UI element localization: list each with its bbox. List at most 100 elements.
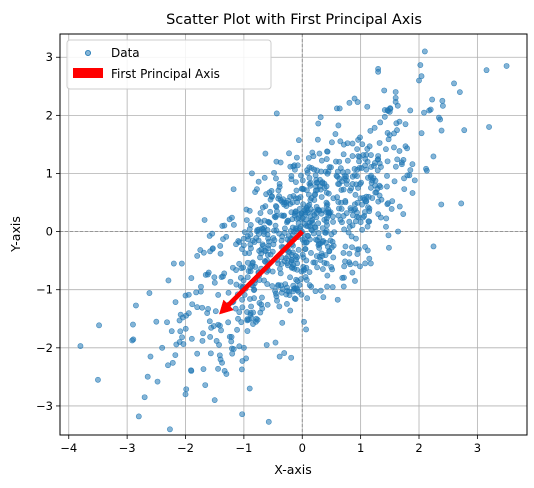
data-point (305, 202, 311, 209)
data-point (282, 225, 288, 232)
data-point (302, 246, 308, 252)
data-point (281, 350, 288, 356)
data-point (366, 255, 373, 262)
data-point (228, 338, 235, 345)
data-point (357, 219, 364, 226)
data-point (294, 254, 301, 261)
data-point (194, 304, 201, 311)
data-point (362, 244, 368, 250)
data-point (245, 236, 251, 243)
data-point (262, 150, 269, 157)
data-point (211, 397, 218, 404)
y-tick-label: −1 (36, 283, 53, 297)
data-point (266, 238, 272, 245)
y-tick-label: 2 (46, 108, 53, 122)
data-point (355, 136, 362, 143)
data-point (418, 130, 425, 137)
data-point (179, 334, 185, 341)
data-point (396, 148, 403, 154)
data-point (315, 220, 322, 227)
data-point (188, 367, 194, 374)
data-point (349, 269, 356, 276)
legend-box (66, 39, 272, 90)
data-point (439, 97, 446, 104)
data-point (232, 305, 239, 312)
data-point (272, 203, 279, 209)
data-point (336, 105, 343, 112)
data-point (317, 287, 324, 294)
data-point (249, 260, 256, 267)
data-point (233, 267, 239, 273)
data-point (301, 318, 307, 325)
data-point (315, 120, 322, 127)
data-point (253, 315, 260, 322)
data-point (282, 281, 289, 287)
data-point (263, 191, 270, 198)
data-point (281, 258, 288, 265)
plot-frame (59, 33, 528, 436)
data-points (77, 48, 510, 433)
data-point (301, 266, 308, 273)
data-point (221, 222, 228, 229)
data-point (239, 304, 246, 311)
x-tick-label: −2 (177, 441, 194, 455)
data-point (381, 87, 388, 94)
legend: Data First Principal Axis (66, 39, 272, 90)
data-point (205, 306, 211, 312)
data-point (207, 248, 213, 255)
y-tick-label: 1 (46, 166, 53, 180)
data-point (226, 333, 233, 340)
data-point (286, 249, 293, 255)
data-point (292, 296, 299, 302)
data-point (293, 187, 300, 194)
data-point (205, 269, 212, 276)
data-point (322, 229, 329, 236)
data-point (349, 153, 356, 159)
data-point (147, 353, 154, 360)
data-point (236, 309, 243, 316)
data-point (429, 96, 436, 103)
data-point (456, 89, 463, 96)
data-point (266, 219, 273, 226)
data-point (346, 99, 353, 106)
data-point (352, 218, 359, 225)
data-point (319, 266, 326, 272)
data-point (383, 223, 389, 230)
data-point (271, 213, 278, 220)
data-point (458, 200, 465, 207)
data-point (314, 264, 321, 271)
data-point (194, 350, 201, 357)
data-point (388, 206, 395, 212)
legend-arrow-label: First Principal Axis (111, 67, 220, 81)
data-point (346, 223, 353, 230)
data-point (323, 183, 330, 190)
data-point (354, 166, 361, 173)
data-point (304, 169, 311, 176)
data-point (264, 301, 271, 308)
data-point (168, 328, 175, 335)
data-point (252, 189, 259, 195)
data-point (165, 277, 172, 284)
data-point (234, 326, 240, 333)
data-point (183, 386, 190, 393)
x-tick-label: −3 (119, 441, 136, 455)
data-point (361, 213, 368, 219)
data-point (313, 176, 320, 183)
data-point (417, 62, 424, 68)
data-point (430, 153, 437, 160)
data-point (376, 140, 383, 146)
data-point (172, 299, 179, 306)
data-point (341, 274, 347, 281)
data-point (302, 274, 309, 280)
data-point (240, 242, 247, 249)
data-point (386, 108, 393, 115)
data-point (144, 373, 151, 380)
data-point (377, 214, 384, 221)
data-point (483, 67, 490, 74)
data-point (364, 103, 371, 110)
data-point (288, 354, 295, 361)
data-point (167, 426, 173, 433)
data-point (367, 127, 374, 134)
data-point (352, 191, 359, 198)
